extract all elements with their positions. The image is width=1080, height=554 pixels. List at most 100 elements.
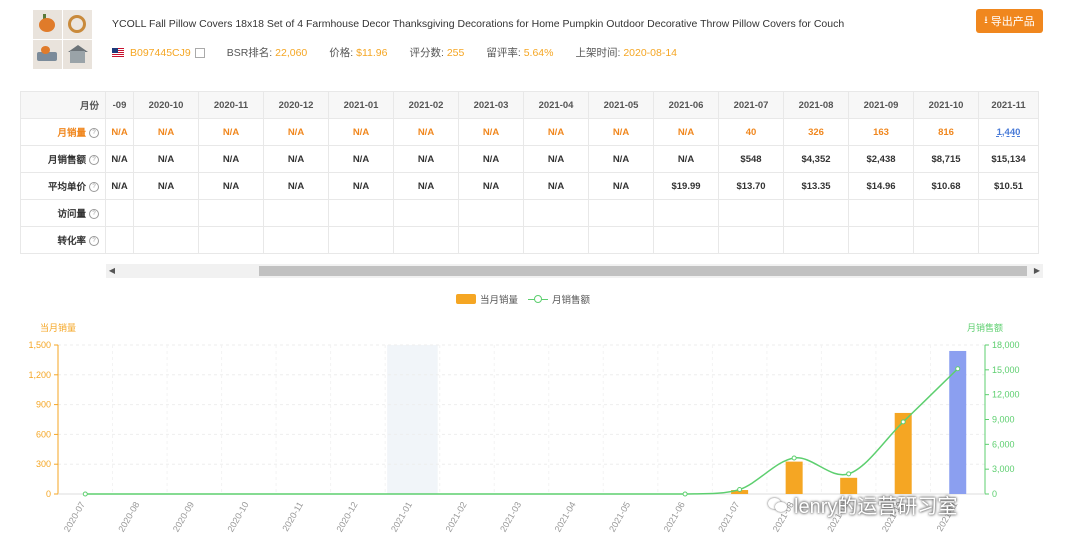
right-tick-label: 9,000 [992, 415, 1015, 425]
price-metric: 价格: $11.96 [329, 47, 388, 59]
help-icon[interactable]: ? [89, 236, 99, 247]
table-cell: N/A [328, 145, 394, 173]
table-cell [458, 226, 524, 254]
table-cell: -09 [105, 91, 134, 119]
table-cell: N/A [263, 118, 329, 146]
right-tick-label: 12,000 [992, 390, 1020, 400]
table-cell [783, 226, 849, 254]
sales-point[interactable] [82, 491, 88, 497]
sales-chart[interactable]: 0 300 600 900 1,200 1,500 0 3,000 6,000 9,000 12,0… [0, 330, 1080, 554]
right-axis-title: 月销售额 [967, 323, 1004, 333]
left-tick-label: 900 [36, 400, 51, 410]
sales-point[interactable] [846, 471, 852, 477]
bar-units[interactable] [840, 477, 858, 494]
row-label-conversion: 转化率? [20, 226, 106, 254]
table-cell: $10.68 [913, 172, 979, 200]
sales-line[interactable] [85, 368, 959, 495]
row-label-sales: 月销售额? [20, 145, 106, 173]
table-cell [978, 199, 1039, 227]
table-cell: N/A [653, 145, 719, 173]
chart-legend: 当月销量 月销售额 [456, 292, 590, 306]
table-cell: N/A [523, 145, 589, 173]
scrollbar-thumb[interactable] [259, 266, 1027, 276]
table-cell: $10.51 [978, 172, 1039, 200]
table-cell: $19.99 [653, 172, 719, 200]
table-cell [133, 226, 199, 254]
left-tick-label: 0 [46, 489, 51, 499]
sales-point[interactable] [737, 486, 743, 492]
thumbnail-truck [33, 40, 62, 69]
sales-point[interactable] [791, 455, 797, 461]
table-cell: N/A [588, 118, 654, 146]
sales-point[interactable] [900, 419, 906, 425]
table-cell: $13.70 [718, 172, 784, 200]
bar-units[interactable] [894, 412, 912, 494]
table-cell [133, 199, 199, 227]
table-cell: $4,352 [783, 145, 849, 173]
export-product-button[interactable]: ⭳ 导出产品 [976, 9, 1043, 33]
help-icon[interactable]: ? [89, 209, 99, 220]
left-tick-label: 300 [36, 459, 51, 469]
table-cell: $2,438 [848, 145, 914, 173]
legend-sales-label[interactable]: 月销售额 [552, 295, 591, 306]
bar-units[interactable] [731, 490, 749, 494]
table-cell [913, 199, 979, 227]
x-tick-label: 2020-12 [334, 500, 359, 534]
table-cell: N/A [393, 145, 459, 173]
product-title[interactable]: YCOLL Fall Pillow Covers 18x18 Set of 4 … [112, 18, 845, 30]
right-tick-label: 0 [992, 489, 997, 499]
table-cell: N/A [198, 172, 264, 200]
bar-units[interactable] [949, 350, 967, 494]
table-cell: 2021-05 [588, 91, 654, 119]
table-cell: N/A [263, 145, 329, 173]
left-tick-label: 1,200 [28, 370, 51, 380]
bar-units[interactable] [785, 461, 803, 494]
table-cell: N/A [653, 118, 719, 146]
x-tick-label: 2021-06 [662, 500, 687, 534]
table-cell: N/A [198, 145, 264, 173]
table-cell: N/A [458, 172, 524, 200]
row-label-visits: 访问量? [20, 199, 106, 227]
reviews-metric: 评分数: 255 [409, 47, 465, 59]
table-cell: N/A [588, 145, 654, 173]
legend-line-swatch[interactable] [528, 294, 549, 304]
asin-link[interactable]: B097445CJ9 [130, 46, 191, 59]
scroll-right-arrow-icon[interactable]: ▶ [1033, 266, 1041, 275]
table-cell [653, 226, 719, 254]
right-tick-label: 6,000 [992, 439, 1015, 449]
left-axis-title: 当月销量 [40, 323, 77, 333]
sales-point[interactable] [955, 366, 961, 372]
table-cell [105, 226, 134, 254]
external-link-icon[interactable] [194, 47, 205, 58]
table-cell: 2021-04 [523, 91, 589, 119]
table-horizontal-scrollbar[interactable]: ◀ ▶ [106, 264, 1043, 278]
product-thumbnails[interactable] [33, 10, 92, 69]
legend-bar-swatch[interactable] [456, 294, 476, 304]
left-tick-label: 600 [36, 429, 51, 439]
x-tick-label: 2020-10 [225, 500, 250, 534]
table-row-conversion: 转化率? [20, 226, 1039, 254]
monthly-data-table: 月份 -09 2020-10 2020-11 2020-12 2021-01 2021-02… [20, 91, 1039, 254]
table-cell: 2021-08 [783, 91, 849, 119]
table-cell: N/A [133, 172, 199, 200]
table-cell: 2021-03 [458, 91, 524, 119]
table-cell [263, 199, 329, 227]
table-cell [978, 226, 1039, 254]
x-tick-label: 2020-07 [62, 500, 87, 534]
scroll-left-arrow-icon[interactable]: ◀ [108, 266, 116, 275]
sales-point[interactable] [682, 491, 688, 497]
table-cell: 40 [718, 118, 784, 146]
table-cell: N/A [328, 172, 394, 200]
listed-date-metric: 上架时间: 2020-08-14 [575, 47, 678, 59]
help-icon[interactable]: ? [89, 182, 99, 193]
help-icon[interactable]: ? [89, 128, 99, 139]
table-cell [523, 199, 589, 227]
table-cell: N/A [105, 172, 134, 200]
help-icon[interactable]: ? [89, 155, 99, 166]
table-row-units: 月销量? N/A N/A N/A N/A N/A N/A N/A N/A N/A N/A 40 326 1… [20, 118, 1039, 146]
legend-units-label[interactable]: 当月销量 [480, 295, 519, 306]
right-tick-label: 18,000 [992, 340, 1020, 350]
table-cell [718, 226, 784, 254]
table-cell: 2020-12 [263, 91, 329, 119]
x-tick-label: 2020-08 [116, 500, 141, 534]
